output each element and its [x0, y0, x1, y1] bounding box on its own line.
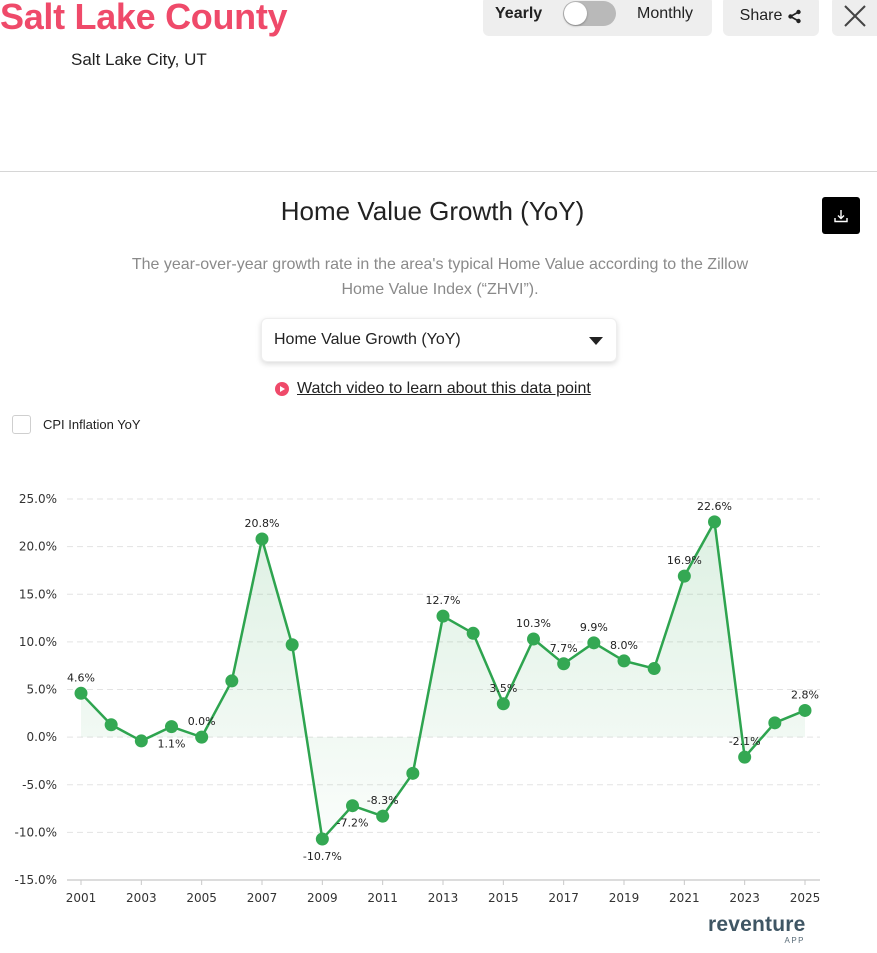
y-tick-label: 20.0%	[19, 540, 57, 554]
y-tick-label: -15.0%	[15, 873, 57, 887]
frequency-toggle-switch[interactable]	[563, 1, 616, 26]
data-point[interactable]	[617, 654, 631, 668]
x-tick-label: 2015	[488, 891, 519, 905]
data-point[interactable]	[738, 750, 752, 764]
x-tick-label: 2009	[307, 891, 338, 905]
cpi-inflation-checkbox[interactable]	[12, 415, 31, 434]
data-point[interactable]	[225, 674, 239, 688]
x-tick-label: 2001	[66, 891, 97, 905]
data-label: 4.6%	[67, 671, 95, 684]
x-tick-label: 2011	[367, 891, 398, 905]
y-tick-label: 15.0%	[19, 587, 57, 601]
data-label: 0.0%	[188, 715, 216, 728]
chart-data-points	[74, 515, 812, 846]
toggle-knob	[564, 2, 587, 25]
x-tick-label: 2025	[790, 891, 821, 905]
x-tick-label: 2007	[247, 891, 278, 905]
data-point[interactable]	[134, 734, 148, 748]
data-label: -10.7%	[303, 850, 342, 863]
data-point[interactable]	[74, 686, 88, 700]
metric-select-value: Home Value Growth (YoY)	[274, 331, 461, 348]
share-label: Share	[739, 7, 783, 24]
y-tick-label: -10.0%	[15, 825, 57, 839]
play-icon	[275, 382, 289, 396]
page-header: Salt Lake County Salt Lake City, UT Year…	[0, 0, 877, 172]
data-point[interactable]	[346, 799, 359, 813]
metric-select-dropdown[interactable]: Home Value Growth (YoY)	[261, 318, 617, 362]
y-tick-label: -5.0%	[22, 778, 57, 792]
data-point[interactable]	[315, 832, 329, 846]
x-tick-label: 2005	[186, 891, 217, 905]
brand-sub: APP	[784, 936, 805, 945]
data-point[interactable]	[466, 626, 480, 640]
data-point[interactable]	[104, 718, 118, 732]
watch-video-link-text[interactable]: Watch video to learn about this data poi…	[297, 380, 591, 397]
cpi-inflation-label: CPI Inflation YoY	[43, 417, 141, 432]
data-point[interactable]	[677, 569, 691, 583]
watch-video-link[interactable]: Watch video to learn about this data poi…	[275, 380, 591, 398]
page-subtitle: Salt Lake City, UT	[71, 50, 207, 69]
cpi-inflation-toggle[interactable]: CPI Inflation YoY	[12, 415, 141, 434]
chart-description: The year-over-year growth rate in the ar…	[131, 256, 749, 298]
x-tick-label: 2021	[669, 891, 700, 905]
data-point[interactable]	[557, 657, 571, 671]
data-point[interactable]	[436, 609, 450, 623]
data-point[interactable]	[708, 515, 721, 529]
data-point[interactable]	[647, 662, 661, 676]
data-label: 9.9%	[580, 621, 608, 634]
x-axis: 2001 2003 2005 2007 2009 2011 2013 2015 2017 2019…	[66, 879, 821, 905]
chart-data-labels: 4.6% 1.1%0.0% 20.8% -10.7% -7.2% -8.3% 12.7% 3.…	[67, 500, 819, 863]
data-point[interactable]	[285, 638, 299, 652]
data-point[interactable]	[768, 716, 782, 730]
brand-name: reventure	[708, 913, 806, 936]
data-label: 8.0%	[610, 639, 638, 652]
chart-title: Home Value Growth (YoY)	[280, 196, 585, 226]
y-tick-label: 5.0%	[27, 683, 58, 697]
data-label: -8.3%	[367, 794, 399, 807]
x-tick-label: 2019	[609, 891, 640, 905]
data-point[interactable]	[195, 730, 209, 744]
share-button[interactable]: Share	[723, 0, 819, 36]
y-axis: 25.0% 20.0% 15.0% 10.0% 5.0% 0.0% -5.0% -10.0% -…	[15, 492, 57, 887]
x-tick-label: 2017	[548, 891, 579, 905]
data-point[interactable]	[587, 636, 601, 650]
home-value-growth-chart: 25.0% 20.0% 15.0% 10.0% 5.0% 0.0% -5.0% -10.0% -…	[15, 492, 821, 905]
data-label: -2.1%	[729, 735, 761, 748]
share-icon	[788, 9, 802, 23]
download-button[interactable]	[822, 197, 860, 234]
y-tick-label: 10.0%	[19, 635, 57, 649]
data-label: 20.8%	[245, 517, 280, 530]
x-tick-label: 2003	[126, 891, 157, 905]
chart-area-fill	[81, 521, 805, 840]
data-point[interactable]	[376, 809, 390, 823]
reventure-logo: reventure APP	[708, 914, 805, 946]
frequency-toggle-group: Yearly Monthly	[483, 0, 712, 36]
toggle-label-yearly[interactable]: Yearly	[495, 5, 543, 22]
data-label: 1.1%	[158, 738, 186, 751]
data-label: -7.2%	[337, 817, 369, 830]
x-tick-label: 2023	[729, 891, 760, 905]
close-button[interactable]	[832, 0, 877, 36]
page-title: Salt Lake County	[0, 0, 288, 37]
data-label: 10.3%	[516, 617, 551, 630]
y-tick-label: 25.0%	[19, 492, 57, 506]
data-point[interactable]	[165, 720, 178, 734]
data-label: 7.7%	[550, 642, 578, 655]
close-icon	[843, 5, 866, 27]
data-label: 2.8%	[791, 688, 819, 701]
data-point[interactable]	[527, 632, 540, 646]
data-point[interactable]	[406, 766, 420, 780]
y-tick-label: 0.0%	[27, 730, 58, 744]
data-label: 3.5%	[489, 682, 517, 695]
data-label: 16.9%	[667, 554, 702, 567]
data-point[interactable]	[496, 697, 510, 711]
toggle-label-monthly[interactable]: Monthly	[637, 5, 694, 22]
data-point[interactable]	[798, 703, 812, 717]
data-label: 22.6%	[697, 500, 732, 513]
download-icon	[834, 209, 848, 222]
data-point[interactable]	[255, 532, 269, 546]
x-tick-label: 2013	[428, 891, 459, 905]
caret-down-icon	[589, 337, 603, 345]
data-label: 12.7%	[426, 594, 461, 607]
